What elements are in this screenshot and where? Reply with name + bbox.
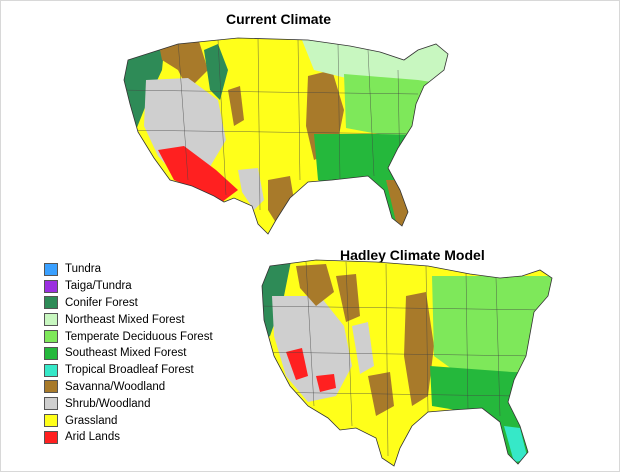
legend-label: Temperate Deciduous Forest — [65, 330, 213, 343]
legend-swatch — [44, 363, 58, 377]
legend-swatch — [44, 296, 58, 310]
legend-label: Grassland — [65, 414, 118, 427]
legend-label: Tundra — [65, 263, 102, 276]
legend-item: Northeast Mixed Forest — [44, 311, 264, 328]
legend-item: Taiga/Tundra — [44, 278, 264, 295]
current-climate-title: Current Climate — [226, 11, 332, 27]
legend-swatch — [44, 313, 58, 327]
legend-swatch — [44, 430, 58, 444]
legend-item: Temperate Deciduous Forest — [44, 328, 264, 345]
legend-label: Shrub/Woodland — [65, 397, 151, 410]
current-climate-map — [123, 37, 449, 235]
legend-label: Tropical Broadleaf Forest — [65, 364, 194, 377]
legend-swatch — [44, 380, 58, 394]
legend-label: Northeast Mixed Forest — [65, 313, 185, 326]
legend-item: Grassland — [44, 412, 264, 429]
hadley-model-title: Hadley Climate Model — [340, 247, 485, 263]
legend-swatch — [44, 346, 58, 360]
legend-swatch — [44, 414, 58, 428]
legend-item: Conifer Forest — [44, 295, 264, 312]
legend-label: Southeast Mixed Forest — [65, 347, 187, 360]
legend-item: Savanna/Woodland — [44, 379, 264, 396]
legend-item: Arid Lands — [44, 429, 264, 446]
legend-item: Southeast Mixed Forest — [44, 345, 264, 362]
legend-swatch — [44, 330, 58, 344]
legend-label: Taiga/Tundra — [65, 280, 132, 293]
legend-label: Conifer Forest — [65, 296, 138, 309]
legend-label: Savanna/Woodland — [65, 380, 166, 393]
legend-swatch — [44, 397, 58, 411]
legend-item: Shrub/Woodland — [44, 395, 264, 412]
legend-item: Tropical Broadleaf Forest — [44, 362, 264, 379]
hadley-model-map — [261, 259, 553, 467]
legend-item: Tundra — [44, 261, 264, 278]
legend-label: Arid Lands — [65, 431, 120, 444]
legend-swatch — [44, 262, 58, 276]
legend-swatch — [44, 279, 58, 293]
vegetation-legend: Tundra Taiga/Tundra Conifer Forest Northeas… — [44, 261, 264, 446]
